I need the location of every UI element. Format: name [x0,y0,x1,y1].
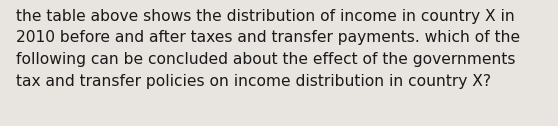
Text: the table above shows the distribution of income in country X in
2010 before and: the table above shows the distribution o… [16,9,519,89]
